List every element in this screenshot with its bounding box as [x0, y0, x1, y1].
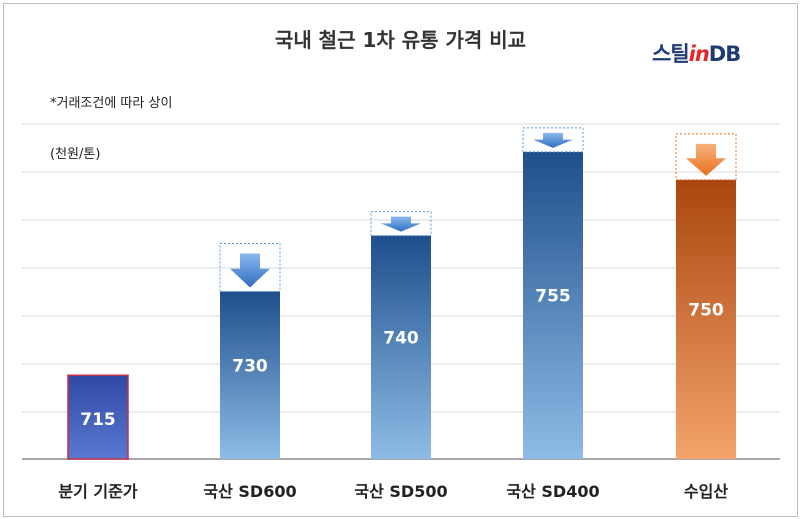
down-arrow-icon [381, 216, 421, 232]
down-arrow-icon [533, 132, 573, 148]
down-arrow-icon [686, 143, 726, 176]
value-labels: 715 730 740 755 750 [80, 286, 724, 430]
arrow-box-2 [219, 243, 281, 292]
bar-3 [371, 235, 431, 459]
arrow-box-3 [370, 211, 432, 237]
unit-label: (천원/톤) [50, 147, 101, 162]
category-label-2: 국산 SD600 [203, 482, 296, 501]
arrow-box-4 [522, 127, 584, 153]
logo-text-main: 스틸 [652, 42, 690, 66]
arrow-markers [219, 127, 737, 292]
arrow-box-5 [675, 133, 737, 181]
logo-text-db: DB [708, 42, 741, 66]
bar-4 [523, 151, 583, 459]
value-label-5: 750 [688, 300, 724, 320]
category-label-3: 국산 SD500 [354, 482, 447, 501]
chart-note: *거래조건에 따라 상이 [50, 96, 173, 111]
logo-text-in: in [688, 42, 710, 66]
steelindb-logo: 스틸inDB [652, 38, 741, 68]
category-label-1: 분기 기준가 [58, 482, 137, 501]
down-arrow-icon [230, 253, 270, 288]
chart-title: 국내 철근 1차 유통 가격 비교 [274, 28, 527, 52]
bar-2 [220, 291, 280, 459]
category-label-4: 국산 SD400 [506, 482, 599, 501]
bars-group [67, 151, 736, 460]
category-label-5: 수입산 [684, 482, 728, 501]
value-label-3: 740 [383, 328, 419, 348]
bar-1 [67, 374, 129, 460]
category-labels: 분기 기준가 국산 SD600 국산 SD500 국산 SD400 수입산 [58, 482, 728, 501]
value-label-1: 715 [80, 410, 116, 430]
bar-5 [676, 179, 736, 460]
value-label-2: 730 [232, 356, 268, 376]
value-label-4: 755 [535, 286, 571, 306]
